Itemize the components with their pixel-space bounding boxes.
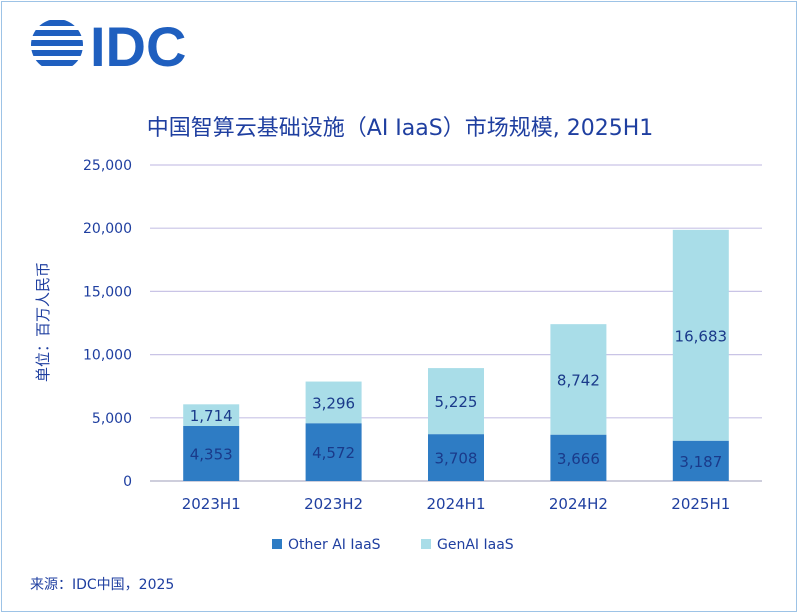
data-label: 1,714 bbox=[190, 407, 233, 425]
bar-genai-iaas bbox=[550, 324, 607, 435]
data-label: 16,683 bbox=[675, 327, 728, 345]
data-label: 4,353 bbox=[190, 445, 233, 463]
y-axis-label: 单位：百万人民币 bbox=[34, 262, 52, 382]
chart-title: 中国智算云基础设施（AI IaaS）市场规模, 2025H1 bbox=[146, 116, 654, 141]
idc-logo: IDC bbox=[31, 16, 186, 74]
data-label: 3,708 bbox=[435, 450, 478, 468]
bar-other-ai-iaas bbox=[183, 425, 240, 481]
legend-swatch bbox=[272, 539, 282, 549]
y-tick-label: 0 bbox=[123, 474, 132, 490]
legend-label: Other AI IaaS bbox=[288, 537, 381, 553]
bar-other-ai-iaas bbox=[550, 434, 607, 481]
logo-text: IDC bbox=[90, 16, 186, 74]
x-tick-label: 2024H2 bbox=[549, 495, 608, 513]
bar-genai-iaas bbox=[672, 229, 729, 441]
data-label: 3,666 bbox=[557, 450, 600, 468]
bar-genai-iaas bbox=[305, 381, 362, 424]
data-label: 4,572 bbox=[312, 444, 355, 462]
bar-other-ai-iaas bbox=[672, 440, 729, 481]
bar-genai-iaas bbox=[183, 404, 240, 426]
source-note: 来源：IDC中国，2025 bbox=[30, 577, 175, 593]
bar-other-ai-iaas bbox=[305, 423, 362, 481]
x-tick-label: 2023H2 bbox=[304, 495, 363, 513]
data-label: 5,225 bbox=[435, 393, 478, 411]
legend-label: GenAI IaaS bbox=[437, 537, 514, 553]
data-label: 3,187 bbox=[679, 453, 722, 471]
y-tick-label: 20,000 bbox=[83, 221, 132, 237]
data-label: 8,742 bbox=[557, 371, 600, 389]
bar-genai-iaas bbox=[428, 368, 484, 435]
y-tick-label: 5,000 bbox=[92, 411, 132, 427]
x-tick-label: 2023H1 bbox=[182, 495, 241, 513]
y-tick-label: 25,000 bbox=[83, 158, 132, 174]
x-tick-label: 2025H1 bbox=[671, 495, 730, 513]
bar-other-ai-iaas bbox=[428, 434, 484, 481]
y-tick-label: 10,000 bbox=[83, 348, 132, 364]
x-tick-label: 2024H1 bbox=[427, 495, 486, 513]
data-label: 3,296 bbox=[312, 394, 355, 412]
legend-swatch bbox=[421, 539, 431, 549]
y-tick-label: 15,000 bbox=[83, 284, 132, 300]
